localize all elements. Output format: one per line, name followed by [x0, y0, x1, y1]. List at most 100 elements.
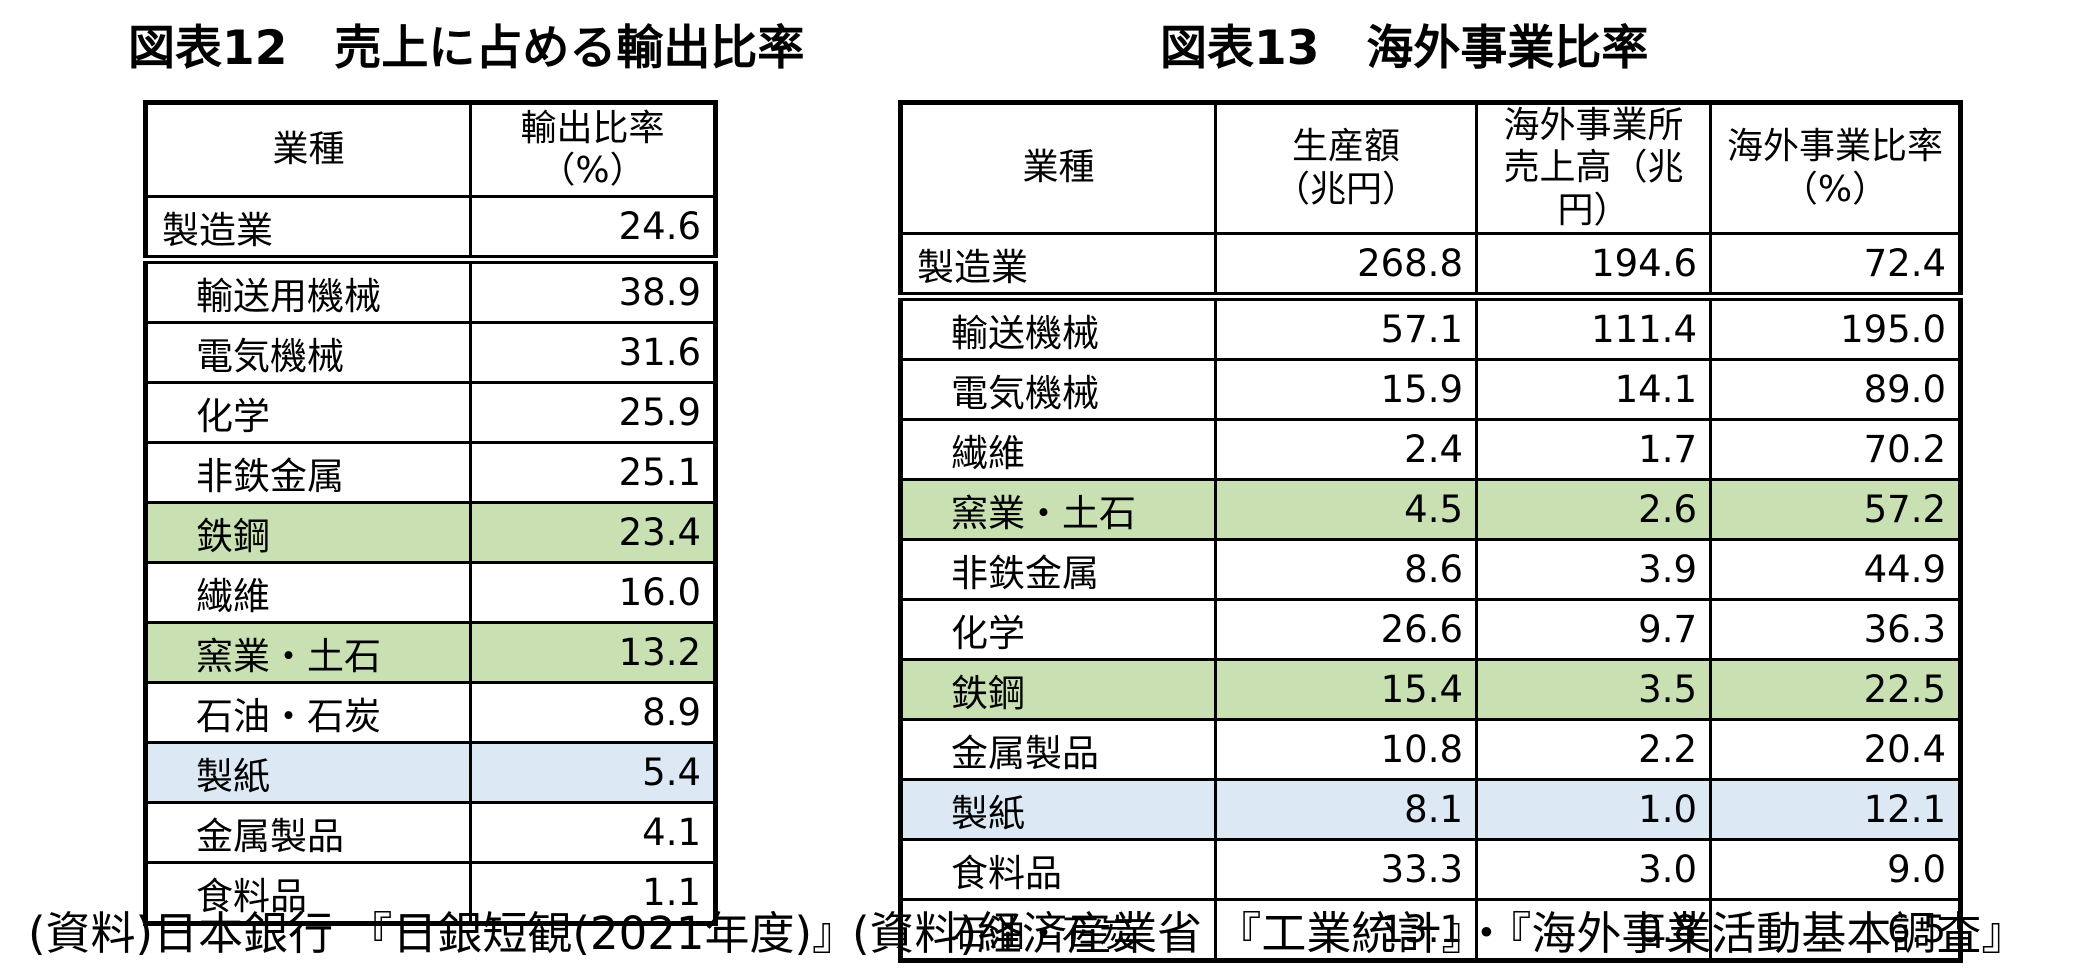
value-cell: 9.0 — [1709, 838, 1962, 902]
table-row: 金属製品 10.8 2.2 20.4 — [899, 718, 1962, 782]
industry-label-cell: 化学 — [899, 598, 1217, 662]
industry-label-cell: 輸送機械 — [899, 295, 1217, 362]
value-cell: 20.4 — [1709, 718, 1962, 782]
table-row: 食料品 33.3 3.0 9.0 — [899, 838, 1962, 902]
table-row: 窯業・土石 13.2 — [144, 621, 717, 684]
table-row: 輸送機械 57.1 111.4 195.0 — [899, 295, 1962, 362]
industry-label-cell: 石油・石炭 — [144, 681, 472, 744]
column-header: 輸出比率 （%） — [469, 101, 717, 198]
table-row: 繊維 2.4 1.7 70.2 — [899, 418, 1962, 482]
industry-label-cell: 繊維 — [144, 561, 472, 624]
column-header: 業種 — [144, 101, 472, 198]
value-cell: 25.1 — [469, 441, 717, 504]
value-cell: 22.5 — [1709, 658, 1962, 722]
value-cell: 15.9 — [1214, 358, 1478, 422]
value-cell: 2.6 — [1475, 478, 1712, 542]
industry-label-cell: 繊維 — [899, 418, 1217, 482]
value-cell: 10.8 — [1214, 718, 1478, 782]
value-cell: 38.9 — [469, 258, 717, 324]
table-row: 製造業 24.6 — [144, 195, 717, 264]
table-row: 石油・石炭 13.1 0.8 6.5 — [899, 898, 1962, 963]
industry-label-cell: 電気機械 — [899, 358, 1217, 422]
figure13-title: 図表13 海外事業比率 — [1160, 21, 1649, 76]
table-row: 化学 25.9 — [144, 381, 717, 444]
value-cell: 44.9 — [1709, 538, 1962, 602]
value-cell: 14.1 — [1475, 358, 1712, 422]
value-cell: 6.5 — [1709, 898, 1962, 963]
table-row: 食料品 1.1 — [144, 861, 717, 925]
value-cell: 9.7 — [1475, 598, 1712, 662]
value-cell: 3.0 — [1475, 838, 1712, 902]
industry-label-cell: 非鉄金属 — [899, 538, 1217, 602]
industry-label-cell: 製造業 — [144, 195, 472, 264]
value-cell: 25.9 — [469, 381, 717, 444]
value-cell: 8.6 — [1214, 538, 1478, 602]
value-cell: 16.0 — [469, 561, 717, 624]
table-row: 製紙 8.1 1.0 12.1 — [899, 778, 1962, 842]
industry-label-cell: 非鉄金属 — [144, 441, 472, 504]
industry-label-cell: 製造業 — [899, 232, 1217, 302]
value-cell: 72.4 — [1709, 232, 1962, 302]
industry-label-cell: 金属製品 — [899, 718, 1217, 782]
table-row: 製紙 5.4 — [144, 741, 717, 804]
value-cell: 111.4 — [1475, 295, 1712, 362]
value-cell: 1.1 — [469, 861, 717, 925]
figure12-title: 図表12 売上に占める輸出比率 — [128, 21, 805, 76]
value-cell: 24.6 — [469, 195, 717, 264]
value-cell: 57.1 — [1214, 295, 1478, 362]
industry-label-cell: 窯業・土石 — [899, 478, 1217, 542]
table-row: 繊維 16.0 — [144, 561, 717, 624]
industry-label-cell: 製紙 — [144, 741, 472, 804]
value-cell: 26.6 — [1214, 598, 1478, 662]
table-row: 電気機械 15.9 14.1 89.0 — [899, 358, 1962, 422]
value-cell: 195.0 — [1709, 295, 1962, 362]
industry-label-cell: 食料品 — [144, 861, 472, 925]
value-cell: 3.9 — [1475, 538, 1712, 602]
value-cell: 2.2 — [1475, 718, 1712, 782]
table-row: 非鉄金属 8.6 3.9 44.9 — [899, 538, 1962, 602]
value-cell: 15.4 — [1214, 658, 1478, 722]
value-cell: 1.7 — [1475, 418, 1712, 482]
value-cell: 0.8 — [1475, 898, 1712, 963]
value-cell: 31.6 — [469, 321, 717, 384]
table-row: 製造業 268.8 194.6 72.4 — [899, 232, 1962, 302]
industry-label-cell: 窯業・土石 — [144, 621, 472, 684]
industry-label-cell: 金属製品 — [144, 801, 472, 864]
value-cell: 3.5 — [1475, 658, 1712, 722]
figure13-table: 業種 生産額 （兆円） 海外事業所 売上高（兆円） 海外事業比率 （%） 製造業 268… — [898, 100, 1963, 964]
table-row: 鉄鋼 23.4 — [144, 501, 717, 564]
column-header: 生産額 （兆円） — [1214, 100, 1478, 236]
column-header: 業種 — [899, 100, 1217, 236]
table-row: 電気機械 31.6 — [144, 321, 717, 384]
industry-label-cell: 鉄鋼 — [899, 658, 1217, 722]
value-cell: 4.5 — [1214, 478, 1478, 542]
figure13-table-body: 製造業 268.8 194.6 72.4 輸送機械 57.1 111.4 195.0 電気機械 1… — [899, 232, 1962, 963]
value-cell: 2.4 — [1214, 418, 1478, 482]
table-row: 石油・石炭 8.9 — [144, 681, 717, 744]
value-cell: 8.1 — [1214, 778, 1478, 842]
header-row: 業種 輸出比率 （%） — [144, 101, 717, 198]
figure12-table-body: 製造業 24.6 輸送用機械 38.9 電気機械 31.6 化学 25.9 非鉄金属 25.1 鉄鋼… — [144, 195, 717, 925]
value-cell: 36.3 — [1709, 598, 1962, 662]
value-cell: 4.1 — [469, 801, 717, 864]
table-row: 化学 26.6 9.7 36.3 — [899, 598, 1962, 662]
column-header: 海外事業比率 （%） — [1709, 100, 1962, 236]
industry-label-cell: 電気機械 — [144, 321, 472, 384]
table-row: 輸送用機械 38.9 — [144, 258, 717, 324]
value-cell: 8.9 — [469, 681, 717, 744]
figure12-table: 業種 輸出比率 （%） 製造業 24.6 輸送用機械 38.9 電気機械 31.6 化学 25.… — [143, 100, 718, 926]
value-cell: 57.2 — [1709, 478, 1962, 542]
table-row: 金属製品 4.1 — [144, 801, 717, 864]
value-cell: 12.1 — [1709, 778, 1962, 842]
value-cell: 1.0 — [1475, 778, 1712, 842]
figure13-table-wrap: 業種 生産額 （兆円） 海外事業所 売上高（兆円） 海外事業比率 （%） 製造業 268… — [898, 100, 1963, 964]
value-cell: 13.1 — [1214, 898, 1478, 963]
table-row: 非鉄金属 25.1 — [144, 441, 717, 504]
table-row: 窯業・土石 4.5 2.6 57.2 — [899, 478, 1962, 542]
figure13-source-note: (資料)経済産業省 『工業統計』・『海外事業活動基本調査』 — [852, 907, 2027, 960]
header-row: 業種 生産額 （兆円） 海外事業所 売上高（兆円） 海外事業比率 （%） — [899, 100, 1962, 236]
value-cell: 23.4 — [469, 501, 717, 564]
value-cell: 194.6 — [1475, 232, 1712, 302]
column-header: 海外事業所 売上高（兆円） — [1475, 100, 1712, 236]
